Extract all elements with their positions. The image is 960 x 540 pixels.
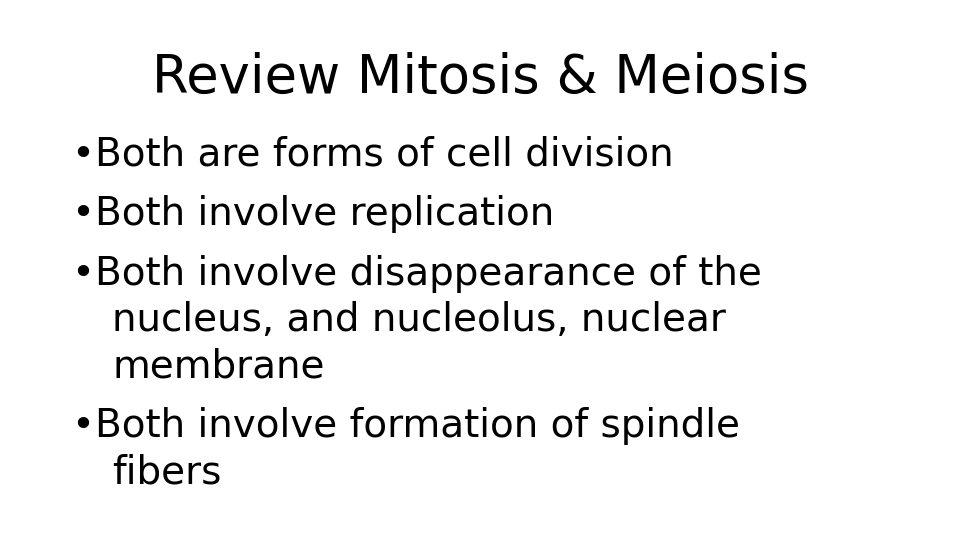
Text: Review Mitosis & Meiosis: Review Mitosis & Meiosis	[152, 52, 808, 104]
Text: fibers: fibers	[112, 453, 222, 491]
Text: •Both involve replication: •Both involve replication	[72, 195, 554, 233]
Text: •Both involve formation of spindle: •Both involve formation of spindle	[72, 407, 740, 445]
Text: •Both are forms of cell division: •Both are forms of cell division	[72, 135, 674, 173]
Text: •Both involve disappearance of the: •Both involve disappearance of the	[72, 255, 762, 293]
Text: nucleus, and nucleolus, nuclear: nucleus, and nucleolus, nuclear	[112, 301, 726, 339]
Text: membrane: membrane	[112, 347, 324, 385]
